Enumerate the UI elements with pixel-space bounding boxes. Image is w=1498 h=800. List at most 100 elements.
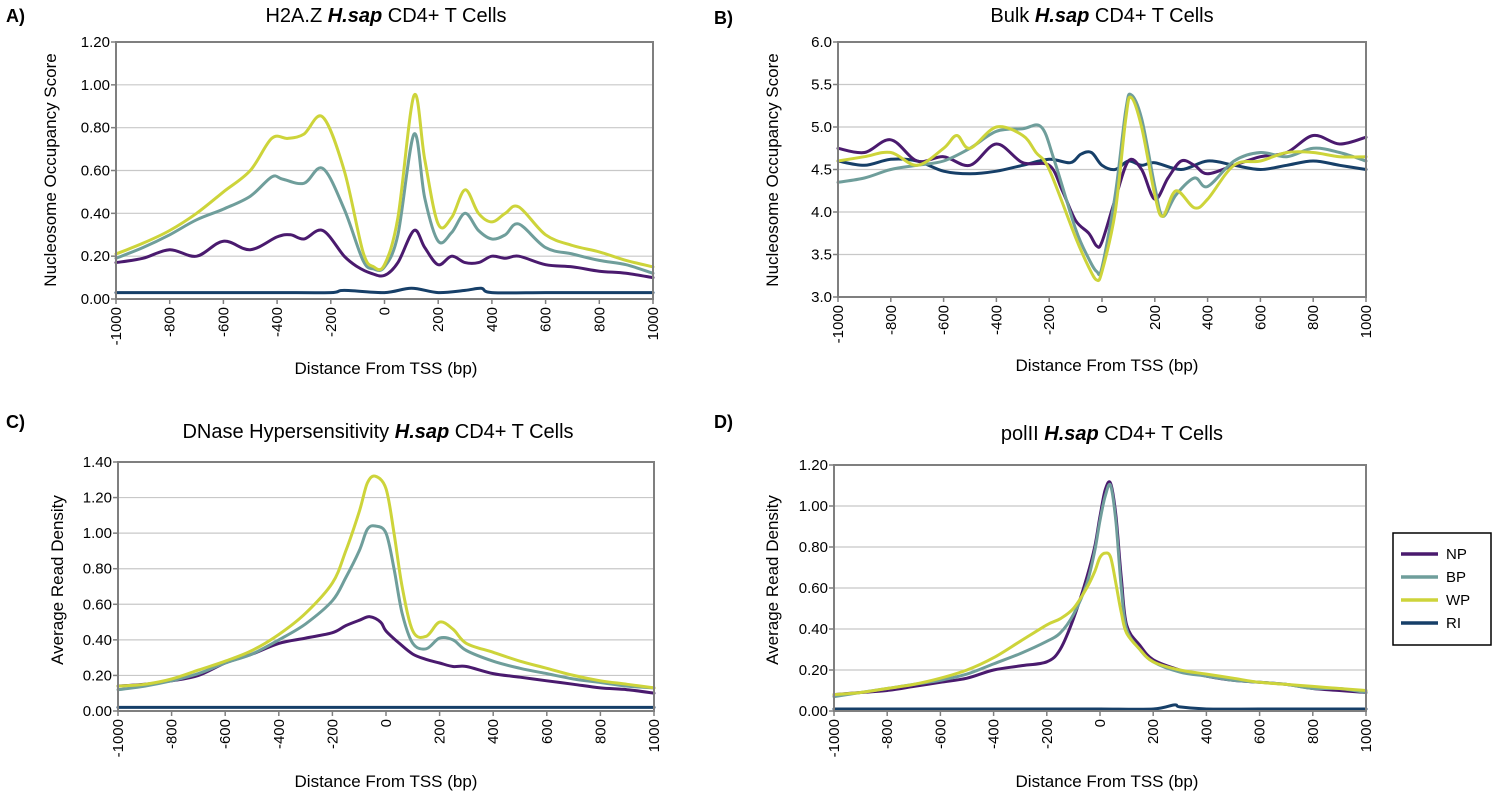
y-tick-label-c: 0.00 — [83, 703, 112, 720]
chart-title-a: H2A.Z H.sap CD4+ T Cells — [265, 5, 506, 27]
y-tick-label-d: 0.80 — [799, 539, 828, 556]
panel-label-a: A) — [6, 6, 25, 26]
y-tick-label-a: 0.60 — [81, 163, 110, 180]
panel-label-d: D) — [714, 412, 733, 432]
y-tick-label-c: 0.40 — [83, 632, 112, 649]
x-axis-label-d: Distance From TSS (bp) — [1016, 772, 1199, 791]
y-tick-label-d: 0.60 — [799, 580, 828, 597]
x-tick-label-b: 800 — [1305, 305, 1322, 330]
x-tick-label-d: 0 — [1092, 719, 1109, 727]
chart-panel-b: B) Bulk H.sap CD4+ T Cells Distance From… — [714, 5, 1375, 375]
series-line-wp-d — [832, 551, 1368, 697]
x-axis-label-c: Distance From TSS (bp) — [295, 772, 478, 791]
x-tick-label-c: 600 — [539, 719, 556, 744]
x-tick-label-b: 200 — [1147, 305, 1164, 330]
series-line-bp-b — [836, 92, 1368, 277]
x-tick-label-a: -800 — [162, 307, 179, 337]
y-tick-label-b: 4.5 — [811, 162, 832, 179]
legend-item-bp: BP — [1401, 569, 1466, 586]
x-tick-label-c: 0 — [378, 719, 395, 727]
chart-panel-a: A) H2A.Z H.sap CD4+ T Cells Distance Fro… — [6, 5, 662, 378]
y-tick-label-c: 1.20 — [83, 490, 112, 507]
y-tick-label-a: 0.20 — [81, 248, 110, 265]
x-tick-label-b: -400 — [988, 305, 1005, 335]
series-line-np-a — [114, 228, 655, 280]
y-tick-label-c: 1.40 — [83, 454, 112, 471]
y-tick-label-c: 0.60 — [83, 596, 112, 613]
x-tick-label-a: 800 — [591, 307, 608, 332]
y-tick-label-c: 1.00 — [83, 525, 112, 542]
legend-item-np: NP — [1401, 546, 1467, 563]
series-line-bp-a — [114, 132, 655, 275]
x-tick-label-a: -1000 — [108, 307, 125, 345]
x-tick-label-b: 1000 — [1358, 305, 1375, 338]
x-tick-label-b: 600 — [1252, 305, 1269, 330]
y-axis-label-c: Average Read Density — [48, 495, 67, 665]
x-tick-label-a: -200 — [323, 307, 340, 337]
x-axis-label-a: Distance From TSS (bp) — [295, 359, 478, 378]
y-tick-label-d: 1.20 — [799, 457, 828, 474]
y-tick-label-c: 0.20 — [83, 667, 112, 684]
x-tick-label-b: -800 — [883, 305, 900, 335]
x-tick-label-d: -800 — [879, 719, 896, 749]
x-tick-label-a: -600 — [215, 307, 232, 337]
x-tick-label-a: 200 — [430, 307, 447, 332]
x-tick-label-d: -200 — [1039, 719, 1056, 749]
x-tick-label-c: -200 — [324, 719, 341, 749]
x-tick-label-c: 800 — [592, 719, 609, 744]
chart-panel-d: D) polII H.sap CD4+ T Cells Distance Fro… — [714, 412, 1375, 791]
x-tick-label-c: 200 — [432, 719, 449, 744]
x-tick-label-d: 600 — [1252, 719, 1269, 744]
y-tick-label-b: 3.5 — [811, 247, 832, 264]
series-line-ri-d — [832, 703, 1368, 711]
series-line-wp-b — [836, 95, 1368, 283]
x-tick-label-b: -1000 — [830, 305, 847, 343]
x-tick-label-b: -600 — [936, 305, 953, 335]
series-line-wp-c — [116, 474, 656, 690]
x-tick-label-d: 200 — [1145, 719, 1162, 744]
x-tick-label-a: 600 — [538, 307, 555, 332]
legend-label-ri: RI — [1446, 615, 1461, 632]
x-tick-label-b: -200 — [1041, 305, 1058, 335]
y-tick-label-b: 6.0 — [811, 34, 832, 51]
y-tick-label-d: 0.00 — [799, 703, 828, 720]
series-line-bp-d — [832, 482, 1368, 699]
legend-item-ri: RI — [1401, 615, 1461, 632]
legend-box — [1392, 532, 1492, 646]
legend-label-bp: BP — [1446, 569, 1466, 586]
y-tick-label-d: 0.20 — [799, 662, 828, 679]
x-tick-label-d: -400 — [986, 719, 1003, 749]
x-tick-label-d: 800 — [1305, 719, 1322, 744]
x-tick-label-c: -400 — [271, 719, 288, 749]
x-tick-label-c: -800 — [164, 719, 181, 749]
y-tick-label-b: 4.0 — [811, 204, 832, 221]
x-tick-label-c: -600 — [217, 719, 234, 749]
x-tick-label-b: 0 — [1094, 305, 1111, 313]
y-tick-label-d: 1.00 — [799, 498, 828, 515]
y-tick-label-b: 3.0 — [811, 289, 832, 306]
chart-title-c: DNase Hypersensitivity H.sap CD4+ T Cell… — [182, 421, 573, 443]
legend-item-wp: WP — [1401, 592, 1470, 609]
y-tick-label-d: 0.40 — [799, 621, 828, 638]
y-axis-label-a: Nucleosome Occupancy Score — [41, 53, 60, 286]
y-axis-label-d: Average Read Density — [763, 495, 782, 665]
y-tick-label-b: 5.5 — [811, 77, 832, 94]
x-tick-label-a: 0 — [377, 307, 394, 315]
y-tick-label-c: 0.80 — [83, 561, 112, 578]
x-tick-label-d: -600 — [932, 719, 949, 749]
x-tick-label-d: 400 — [1198, 719, 1215, 744]
legend: NP BP WP RI — [1392, 532, 1492, 646]
x-axis-label-b: Distance From TSS (bp) — [1016, 356, 1199, 375]
series-line-ri-a — [114, 286, 655, 295]
chart-title-b: Bulk H.sap CD4+ T Cells — [990, 5, 1213, 27]
x-tick-label-b: 400 — [1200, 305, 1217, 330]
series-line-wp-a — [114, 92, 655, 272]
series-line-bp-c — [116, 524, 656, 692]
legend-label-wp: WP — [1446, 592, 1470, 609]
x-tick-label-c: -1000 — [110, 719, 127, 757]
y-tick-label-a: 0.80 — [81, 120, 110, 137]
y-tick-label-a: 0.00 — [81, 291, 110, 308]
y-axis-label-b: Nucleosome Occupancy Score — [763, 53, 782, 286]
y-tick-label-a: 1.20 — [81, 34, 110, 51]
